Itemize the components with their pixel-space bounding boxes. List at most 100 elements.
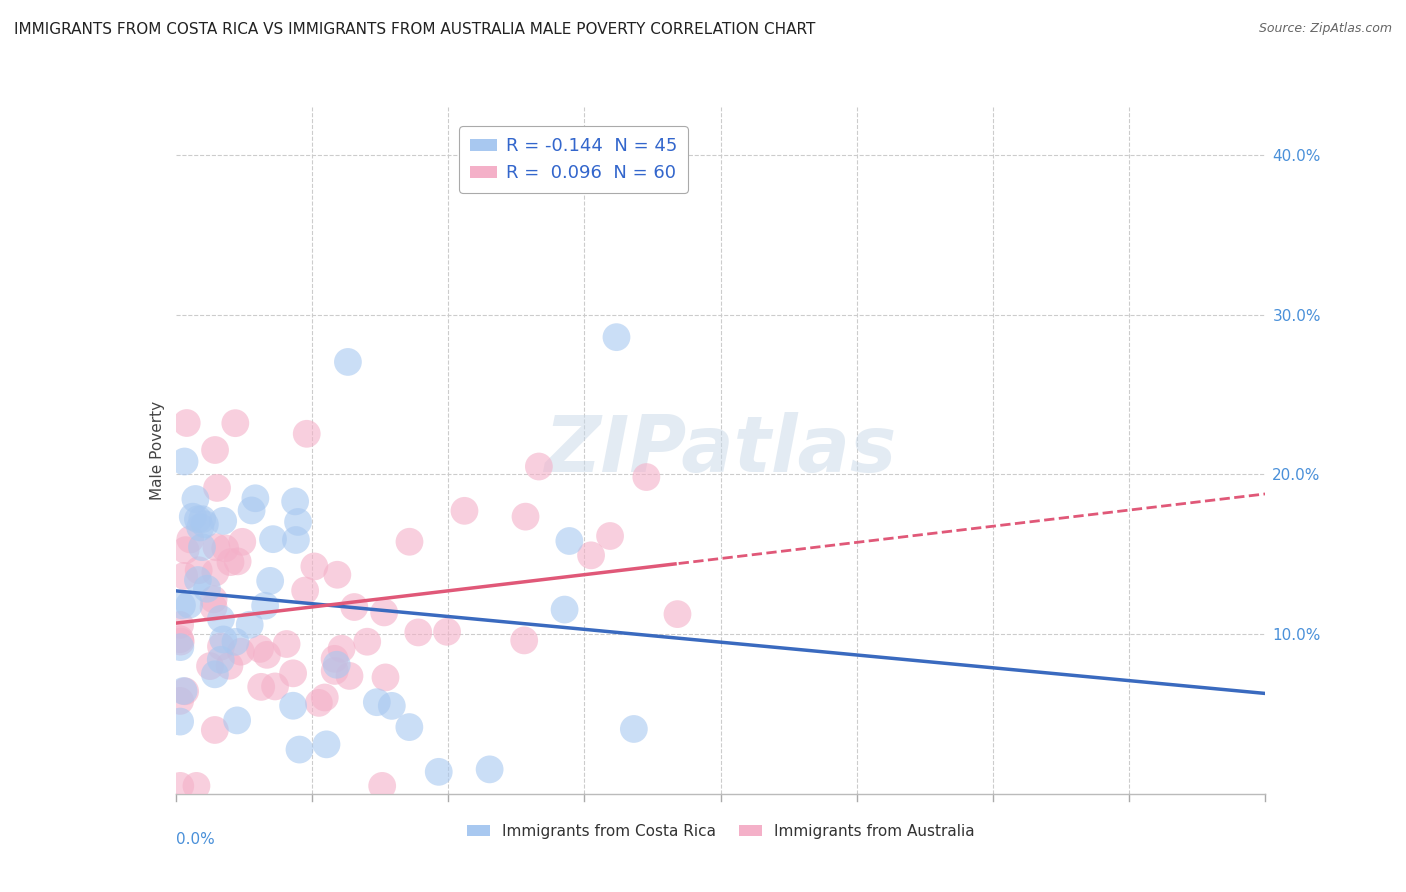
Point xyxy=(281,698,304,713)
Point xyxy=(254,599,277,613)
Point xyxy=(427,764,450,779)
Point xyxy=(288,742,311,756)
Point xyxy=(209,653,232,667)
Point xyxy=(284,494,307,508)
Point xyxy=(453,504,475,518)
Point xyxy=(314,690,336,705)
Point xyxy=(326,567,349,582)
Point xyxy=(205,481,228,495)
Point xyxy=(406,625,429,640)
Point xyxy=(579,549,602,563)
Point xyxy=(308,696,330,710)
Point xyxy=(250,680,273,694)
Point xyxy=(240,503,263,517)
Point xyxy=(179,598,201,612)
Point xyxy=(173,684,195,698)
Point xyxy=(209,640,232,654)
Point xyxy=(173,454,195,468)
Point xyxy=(169,779,191,793)
Point xyxy=(599,529,621,543)
Point xyxy=(239,617,262,632)
Text: ZIPatlas: ZIPatlas xyxy=(544,412,897,489)
Point xyxy=(194,517,217,532)
Text: IMMIGRANTS FROM COSTA RICA VS IMMIGRANTS FROM AUSTRALIA MALE POVERTY CORRELATION: IMMIGRANTS FROM COSTA RICA VS IMMIGRANTS… xyxy=(14,22,815,37)
Point xyxy=(343,600,366,615)
Point xyxy=(276,637,298,651)
Point xyxy=(174,543,197,558)
Point xyxy=(187,512,209,526)
Point xyxy=(174,684,197,698)
Point xyxy=(219,555,242,569)
Point xyxy=(323,664,346,678)
Point xyxy=(281,666,304,681)
Point xyxy=(374,670,396,684)
Point xyxy=(398,534,420,549)
Point xyxy=(179,533,201,547)
Point xyxy=(169,632,191,647)
Point xyxy=(330,641,353,656)
Point xyxy=(287,515,309,529)
Point xyxy=(169,640,191,654)
Point xyxy=(224,416,246,430)
Point xyxy=(284,533,307,547)
Legend: Immigrants from Costa Rica, Immigrants from Australia: Immigrants from Costa Rica, Immigrants f… xyxy=(461,817,980,845)
Text: 0.0%: 0.0% xyxy=(176,831,215,847)
Point xyxy=(205,540,228,554)
Point xyxy=(212,514,235,528)
Point xyxy=(339,669,361,683)
Point xyxy=(176,416,198,430)
Point xyxy=(666,607,689,621)
Point xyxy=(188,520,211,534)
Point xyxy=(326,657,349,672)
Point xyxy=(304,559,326,574)
Point xyxy=(173,569,195,583)
Point xyxy=(229,645,252,659)
Point xyxy=(249,641,271,656)
Point xyxy=(478,763,501,777)
Point xyxy=(224,635,246,649)
Point xyxy=(381,698,404,713)
Point xyxy=(187,563,209,577)
Point xyxy=(226,714,249,728)
Y-axis label: Male Poverty: Male Poverty xyxy=(149,401,165,500)
Point xyxy=(184,491,207,506)
Point xyxy=(204,723,226,737)
Point xyxy=(204,566,226,580)
Point xyxy=(204,667,226,681)
Point xyxy=(181,509,204,524)
Point xyxy=(264,680,287,694)
Point xyxy=(231,534,253,549)
Point xyxy=(259,574,281,588)
Point xyxy=(315,737,337,751)
Point xyxy=(187,573,209,587)
Text: Source: ZipAtlas.com: Source: ZipAtlas.com xyxy=(1258,22,1392,36)
Point xyxy=(323,652,346,666)
Point xyxy=(623,722,645,736)
Point xyxy=(554,602,576,616)
Point xyxy=(204,442,226,457)
Point xyxy=(209,612,232,626)
Point xyxy=(169,714,191,729)
Point xyxy=(336,355,359,369)
Point xyxy=(186,779,208,793)
Point xyxy=(294,583,316,598)
Point xyxy=(202,592,225,607)
Point xyxy=(170,599,193,613)
Point xyxy=(515,509,537,524)
Point xyxy=(245,491,267,506)
Point xyxy=(373,606,395,620)
Point xyxy=(191,512,214,526)
Point xyxy=(214,541,236,556)
Point xyxy=(605,330,627,344)
Point xyxy=(436,624,458,639)
Point xyxy=(195,582,218,596)
Point xyxy=(636,470,658,484)
Point xyxy=(398,720,420,734)
Point xyxy=(256,648,278,662)
Point xyxy=(170,634,193,648)
Point xyxy=(218,658,240,673)
Point xyxy=(527,459,550,474)
Point xyxy=(366,695,388,709)
Point xyxy=(202,600,225,615)
Point xyxy=(262,532,284,546)
